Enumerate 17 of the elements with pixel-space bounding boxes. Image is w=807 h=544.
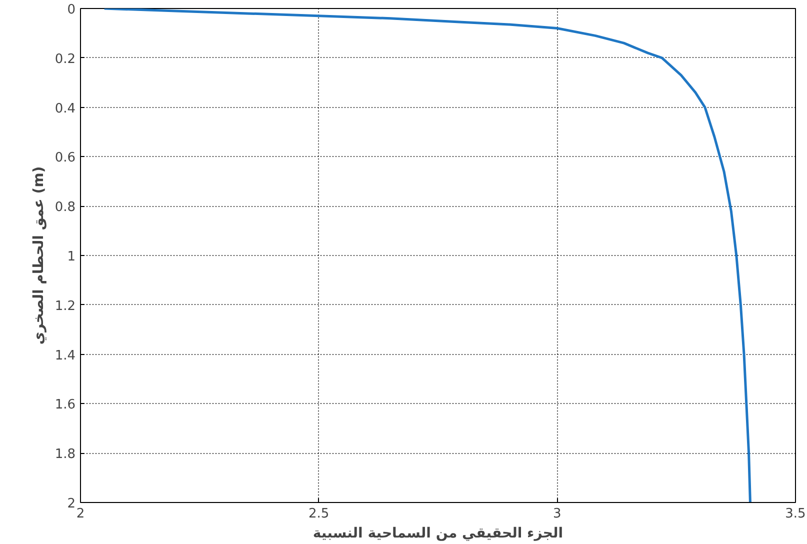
y-tick-label: 1.6 bbox=[54, 398, 76, 413]
y-tick-label: 1.8 bbox=[54, 447, 76, 462]
y-tick-label: 0.8 bbox=[54, 200, 76, 216]
y-tick-label: 1.4 bbox=[54, 348, 76, 364]
line-series bbox=[103, 8, 752, 502]
y-tick-label: 0.4 bbox=[54, 101, 76, 116]
y-tick-label: 0.2 bbox=[54, 52, 76, 67]
y-tick-label: 0.6 bbox=[54, 150, 76, 166]
x-tick-label: 3 bbox=[553, 506, 562, 522]
x-tick-label: 2.5 bbox=[308, 506, 330, 522]
y-tick-label: 2 bbox=[67, 496, 76, 512]
y-axis-title: عمق الحطام الصخري (m) bbox=[30, 166, 47, 345]
x-axis-title: الجزء الحقيقي من السماحية النسبية bbox=[312, 526, 564, 542]
y-tick-label: 1 bbox=[67, 250, 76, 264]
y-tick-label: 0 bbox=[67, 2, 76, 18]
y-tick-label: 1.2 bbox=[54, 298, 76, 314]
x-tick-label: 3.5 bbox=[785, 506, 806, 522]
